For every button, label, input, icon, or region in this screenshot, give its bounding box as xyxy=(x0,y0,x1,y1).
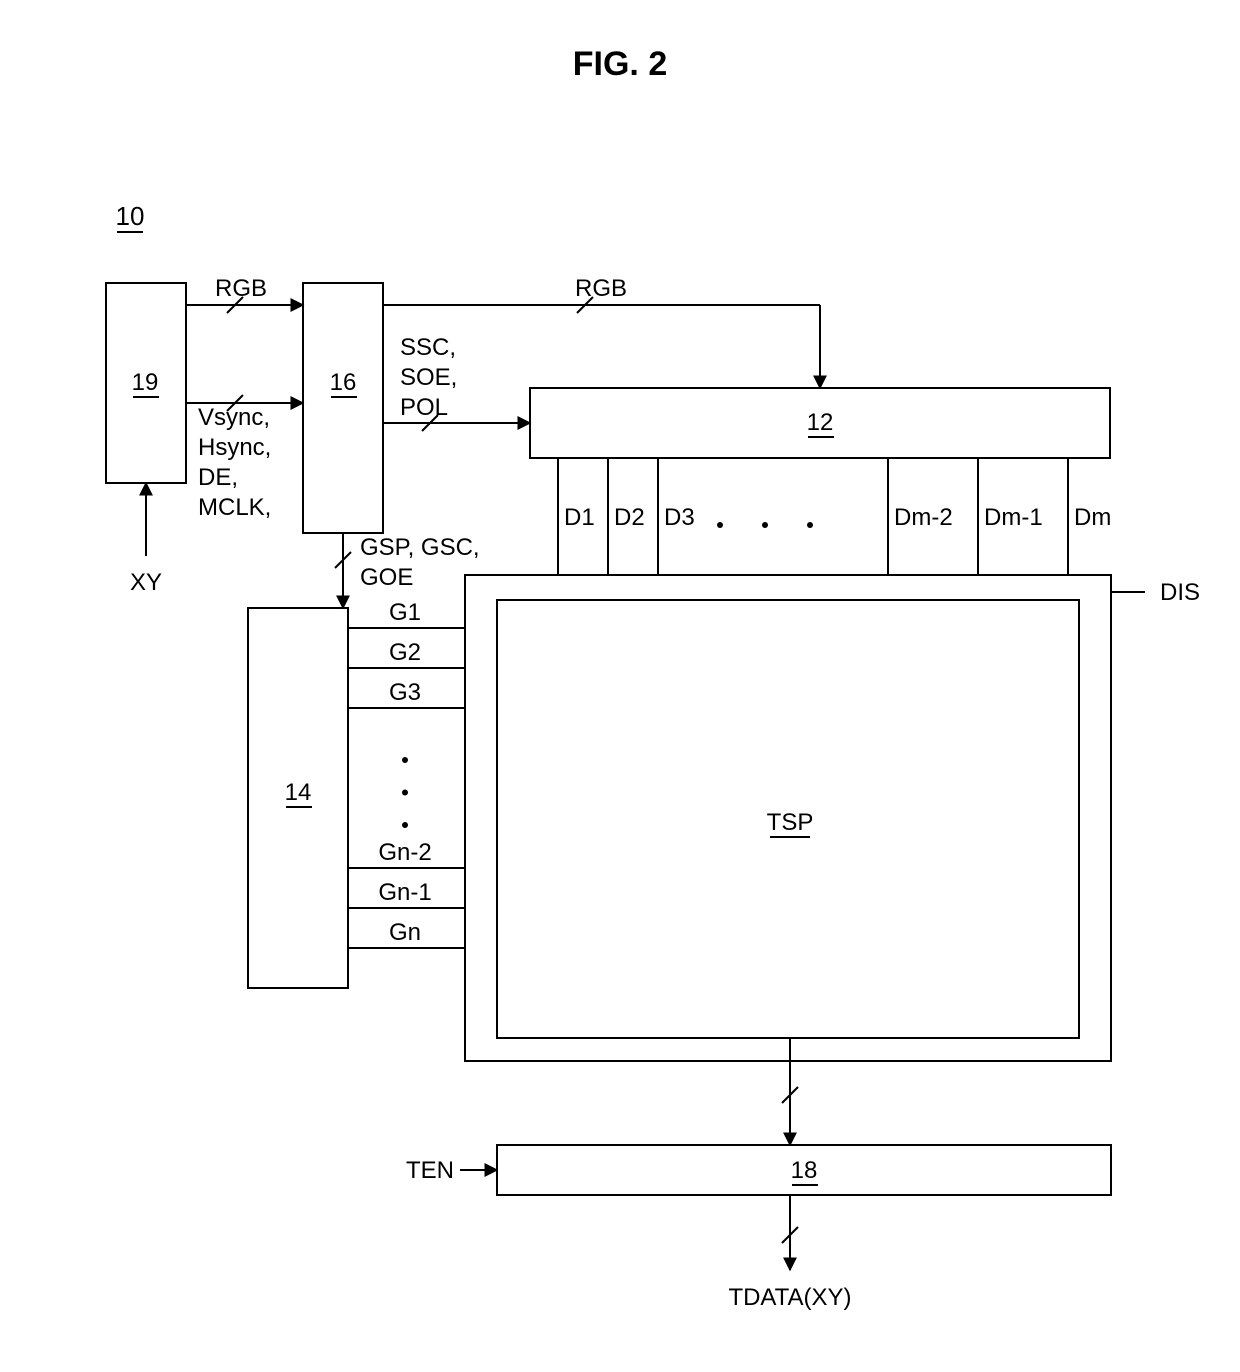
svg-text:POL: POL xyxy=(400,394,448,421)
svg-text:Vsync,: Vsync, xyxy=(198,404,270,431)
svg-text:MCLK,: MCLK, xyxy=(198,494,271,521)
svg-text:14: 14 xyxy=(285,779,312,806)
svg-text:Dm-2: Dm-2 xyxy=(894,504,953,531)
svg-text:SSC,: SSC, xyxy=(400,334,456,361)
svg-text:DIS: DIS xyxy=(1160,579,1200,606)
svg-text:SOE,: SOE, xyxy=(400,364,457,391)
svg-text:G3: G3 xyxy=(389,679,421,706)
svg-text:DE,: DE, xyxy=(198,464,238,491)
svg-text:XY: XY xyxy=(130,569,162,596)
svg-text:12: 12 xyxy=(807,409,834,436)
svg-text:Hsync,: Hsync, xyxy=(198,434,271,461)
svg-text:G2: G2 xyxy=(389,639,421,666)
svg-text:D3: D3 xyxy=(664,504,695,531)
svg-text:Gn-1: Gn-1 xyxy=(378,879,431,906)
svg-text:RGB: RGB xyxy=(215,275,267,302)
svg-text:Gn-2: Gn-2 xyxy=(378,839,431,866)
svg-text:Dm: Dm xyxy=(1074,504,1111,531)
svg-text:GSP, GSC,: GSP, GSC, xyxy=(360,534,480,561)
svg-text:Gn: Gn xyxy=(389,919,421,946)
svg-text:D1: D1 xyxy=(564,504,595,531)
svg-text:19: 19 xyxy=(132,369,159,396)
svg-text:TEN: TEN xyxy=(406,1157,454,1184)
svg-text:TSP: TSP xyxy=(767,809,814,836)
svg-text:10: 10 xyxy=(116,201,145,231)
svg-text:G1: G1 xyxy=(389,599,421,626)
svg-text:RGB: RGB xyxy=(575,275,627,302)
svg-text:18: 18 xyxy=(791,1157,818,1184)
svg-text:FIG. 2: FIG. 2 xyxy=(573,45,667,83)
svg-text:Dm-1: Dm-1 xyxy=(984,504,1043,531)
svg-text:GOE: GOE xyxy=(360,564,413,591)
svg-text:D2: D2 xyxy=(614,504,645,531)
svg-text:16: 16 xyxy=(330,369,357,396)
figure-2-block-diagram: FIG. 2 10 19 16 12 14 TSP 18 RGB Vsync, Hsync, DE, M… xyxy=(0,0,1240,1372)
svg-text:TDATA(XY): TDATA(XY) xyxy=(728,1284,851,1311)
